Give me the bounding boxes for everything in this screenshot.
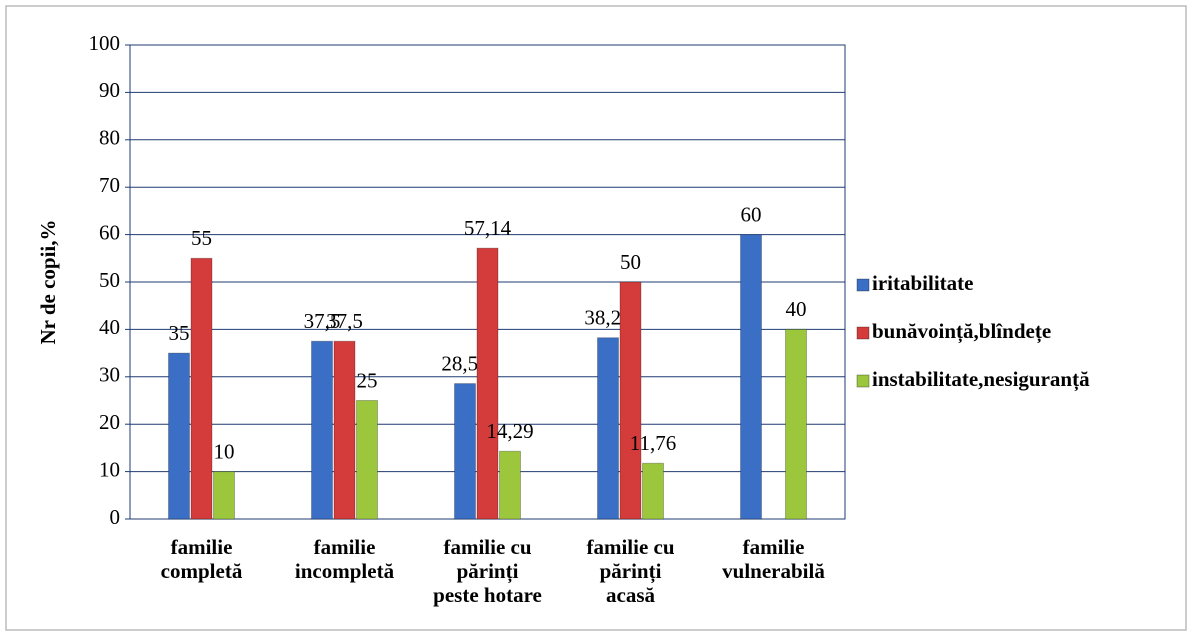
y-axis-title: Nr de copii,% (36, 219, 60, 344)
bar (213, 471, 235, 520)
value-label: 25 (357, 368, 378, 392)
value-label: 37,5 (326, 309, 363, 333)
x-tick-label-line: familie cu (443, 535, 531, 559)
x-tick-label: familie completă (161, 535, 243, 583)
x-tick-label-line: familie (314, 535, 376, 559)
y-tick-label: 0 (110, 505, 121, 529)
value-label: 35 (169, 321, 190, 345)
legend-label: bunăvoință,blîndețe (872, 319, 1051, 344)
x-tick-label: familie cu părinți acasă (586, 535, 674, 607)
x-tick-label: familie vulnerabilă (722, 535, 825, 583)
y-tick-label: 90 (99, 78, 120, 102)
y-tick-label: 40 (99, 315, 120, 339)
x-tick-label: familie incompletă (295, 535, 395, 583)
value-label: 57,14 (464, 216, 512, 240)
value-label: 55 (191, 226, 212, 250)
bar (356, 400, 378, 520)
value-label: 11,76 (630, 431, 676, 455)
x-tick-label-line: familie (743, 535, 805, 559)
value-label: 14,29 (486, 419, 533, 443)
bar (785, 328, 807, 520)
value-label: 50 (620, 250, 641, 274)
y-tick-label: 30 (99, 363, 120, 387)
bar (311, 340, 333, 520)
value-label: 60 (741, 202, 762, 226)
x-tick-label-line: incompletă (295, 559, 395, 583)
bar (499, 450, 521, 520)
bar (168, 352, 190, 520)
y-tick-label: 100 (89, 31, 121, 55)
y-tick-label: 80 (99, 126, 120, 150)
y-tick-label: 20 (99, 410, 120, 434)
bar (619, 281, 642, 520)
x-tick-label-line: completă (161, 559, 243, 583)
bar (333, 340, 356, 520)
legend-label: instabilitate,nesiguranță (872, 367, 1090, 392)
legend-label: iritabilitate (872, 271, 973, 295)
x-tick-label-line: familie (171, 535, 233, 559)
y-tick-label: 10 (99, 457, 120, 481)
y-tick-label: 60 (99, 220, 120, 244)
x-tick-label: familie cu părinți peste hotare (433, 535, 542, 607)
x-tick-label-line: părinți (457, 559, 519, 584)
value-label: 10 (214, 439, 235, 463)
bar (740, 234, 762, 520)
legend-swatch (856, 326, 870, 340)
x-tick-label-line: părinți (600, 559, 662, 584)
y-tick-label: 50 (99, 268, 120, 292)
bar (454, 383, 476, 520)
bar (642, 462, 664, 520)
x-tick-label-line: peste hotare (433, 583, 542, 607)
x-tick-label-line: familie cu (586, 535, 674, 559)
legend-swatch (856, 278, 870, 292)
x-tick-label-line: vulnerabilă (722, 559, 825, 583)
y-tick-label: 70 (99, 173, 120, 197)
legend-swatch (856, 374, 870, 388)
value-label: 40 (786, 297, 807, 321)
x-tick-label-line: acasă (606, 583, 655, 607)
bar (476, 247, 499, 520)
value-label: 37,5 (304, 309, 341, 333)
bar (190, 257, 213, 520)
bar (597, 337, 619, 520)
